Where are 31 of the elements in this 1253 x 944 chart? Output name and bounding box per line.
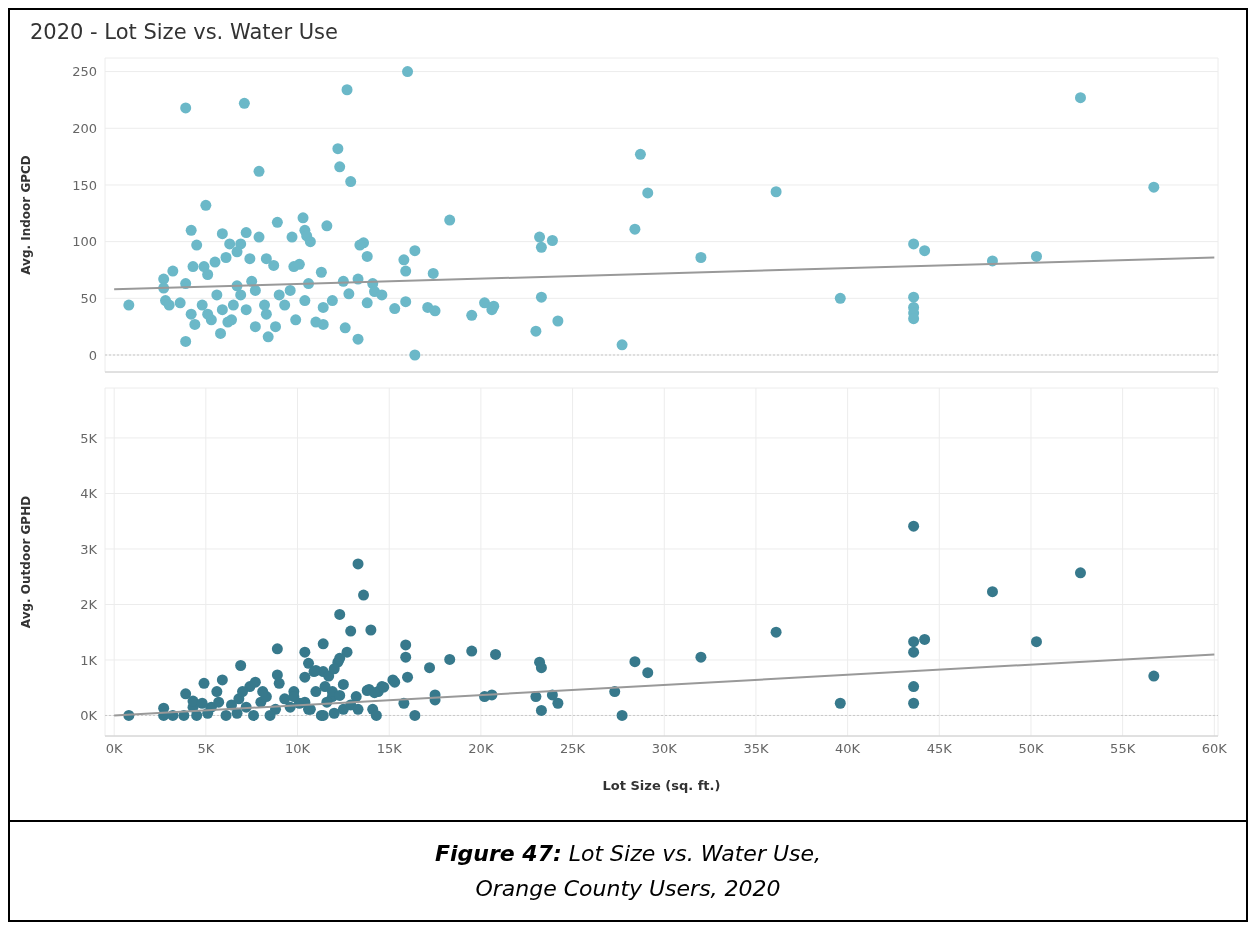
x-tick-label: 35K	[743, 741, 769, 757]
y-tick-label: 5K	[80, 430, 98, 446]
y-tick-label: 4K	[80, 486, 98, 502]
x-tick-label: 40K	[835, 741, 861, 757]
x-tick-label: 15K	[376, 741, 403, 757]
y-tick-label: 100	[72, 234, 97, 250]
chart-title: 2020 - Lot Size vs. Water Use	[29, 19, 339, 46]
y-tick-label: 250	[72, 64, 97, 80]
y-tick-label: 1K	[80, 652, 98, 668]
y-tick-label: 200	[72, 120, 97, 136]
x-tick-label: 0K	[105, 741, 124, 757]
y-tick-label: 50	[80, 290, 97, 306]
x-tick-label: 50K	[1018, 741, 1044, 757]
x-tick-label: 5K	[197, 741, 215, 757]
y-tick-label: 2K	[80, 597, 98, 613]
x-tick-label: 10K	[284, 741, 311, 757]
x-axis-title: Lot Size (sq. ft.)	[602, 778, 721, 793]
x-tick-label: 25K	[560, 741, 586, 757]
y-tick-label: 3K	[80, 541, 98, 557]
y-tick-label: 0K	[80, 708, 98, 724]
y-axis-title: Avg. Indoor GPCD	[19, 155, 34, 275]
y-axis-title: Avg. Outdoor GPHD	[19, 495, 34, 629]
text: Orange County Users, 2020	[474, 875, 782, 904]
x-tick-label: 45K	[926, 741, 953, 757]
y-tick-label: 150	[72, 177, 97, 193]
caption: Figure 47: Lot Size vs. Water Use,	[433, 840, 823, 868]
x-tick-label: 55K	[1110, 741, 1136, 757]
x-tick-label: 60K	[1201, 741, 1228, 757]
y-tick-label: 0	[88, 347, 97, 363]
x-tick-label: 20K	[468, 741, 494, 757]
x-tick-label: 30K	[651, 741, 678, 757]
